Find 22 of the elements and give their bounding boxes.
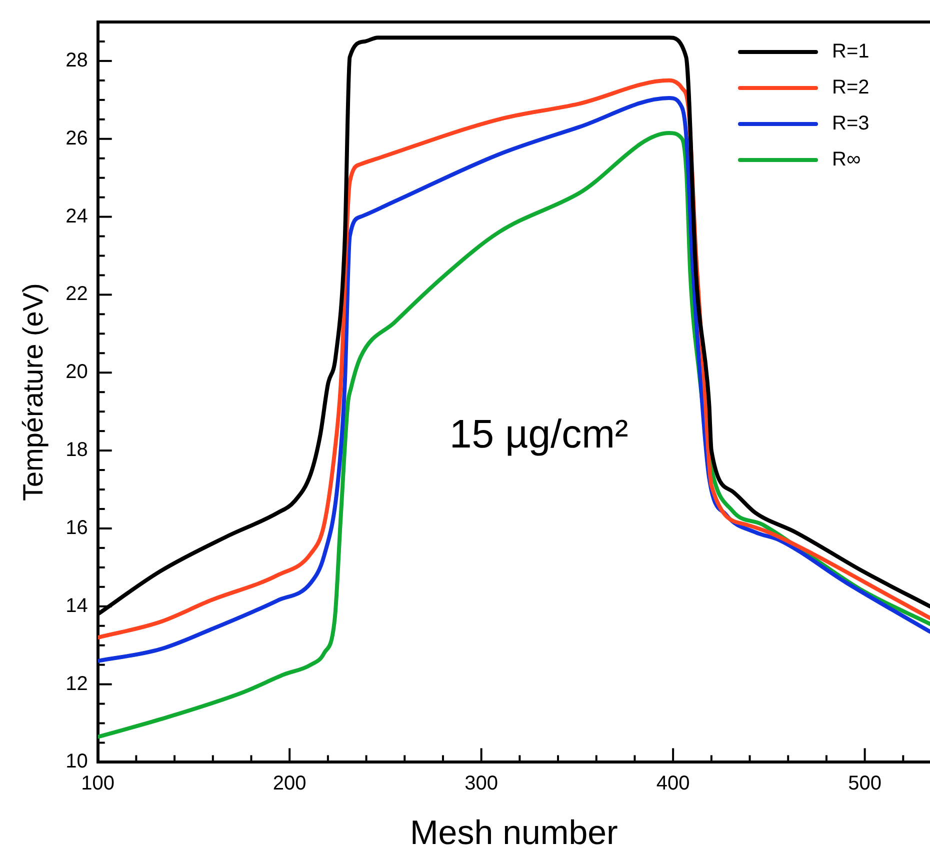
- y-tick-label: 18: [66, 439, 88, 462]
- y-tick-label: 20: [66, 361, 88, 384]
- y-tick-label: 12: [66, 672, 88, 695]
- legend-label: R=1: [832, 40, 870, 63]
- y-tick-label: 24: [66, 205, 88, 228]
- x-tick-label: 100: [81, 772, 115, 795]
- x-tick-label: 500: [848, 772, 882, 795]
- y-axis-title: Température (eV): [18, 283, 49, 502]
- legend-label: R=2: [832, 76, 870, 99]
- legend-label: R∞: [832, 148, 861, 171]
- x-tick-label: 200: [272, 772, 306, 795]
- y-tick-label: 26: [66, 127, 88, 150]
- y-tick-label: 16: [66, 516, 88, 539]
- y-tick-label: 10: [66, 750, 88, 773]
- y-tick-label: 28: [66, 49, 88, 72]
- x-tick-label: 400: [656, 772, 690, 795]
- x-tick-label: 300: [464, 772, 498, 795]
- annotation: 15 µg/cm²: [450, 412, 628, 457]
- legend-label: R=3: [832, 112, 870, 135]
- y-tick-label: 14: [66, 594, 88, 617]
- y-tick-label: 22: [66, 283, 88, 306]
- x-axis-title: Mesh number: [410, 814, 618, 852]
